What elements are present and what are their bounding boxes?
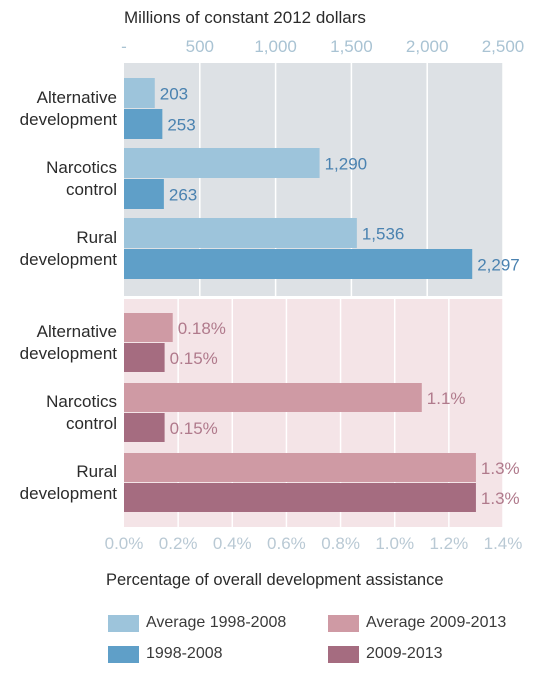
bar-bottom-average-2009-2013 bbox=[124, 313, 173, 342]
axis-title-top: Millions of constant 2012 dollars bbox=[124, 8, 366, 27]
bar-bottom-2009-2013 bbox=[124, 483, 476, 512]
legend-item-1998-2008: 1998-2008 bbox=[108, 645, 223, 663]
bar-top-1998-2008 bbox=[124, 179, 164, 209]
category-label-bottom: Alternative bbox=[37, 322, 117, 341]
data-label-top: 203 bbox=[160, 85, 188, 104]
tick-label-top: 1,000 bbox=[254, 37, 297, 56]
tick-label-bottom: 0.0% bbox=[105, 534, 144, 553]
legend-label-average-1998-2008: Average 1998-2008 bbox=[146, 614, 287, 631]
category-label-top: Alternative bbox=[37, 88, 117, 107]
tick-label-top: 2,000 bbox=[406, 37, 449, 56]
tick-label-bottom: 0.4% bbox=[213, 534, 252, 553]
data-label-top: 1,536 bbox=[362, 225, 405, 244]
bar-top-average-1998-2008 bbox=[124, 78, 155, 108]
data-label-bottom: 0.15% bbox=[170, 419, 218, 438]
category-label-bottom: control bbox=[66, 414, 117, 433]
tick-label-bottom: 1.0% bbox=[375, 534, 414, 553]
bar-bottom-2009-2013 bbox=[124, 413, 165, 442]
tick-label-bottom: 1.2% bbox=[429, 534, 468, 553]
legend-label-2009-2013: 2009-2013 bbox=[366, 645, 443, 662]
category-label-bottom: development bbox=[20, 484, 118, 503]
bar-bottom-average-2009-2013 bbox=[124, 453, 476, 482]
tick-label-bottom: 1.4% bbox=[484, 534, 523, 553]
legend-label-average-2009-2013: Average 2009-2013 bbox=[366, 614, 507, 631]
bar-top-1998-2008 bbox=[124, 109, 163, 139]
legend-swatch-average-1998-2008 bbox=[108, 614, 139, 632]
tick-label-top: 2,500 bbox=[482, 37, 525, 56]
data-label-top: 253 bbox=[167, 116, 195, 135]
category-label-top: Rural bbox=[76, 228, 117, 247]
data-label-bottom: 1.3% bbox=[481, 489, 520, 508]
tick-label-bottom: 0.6% bbox=[267, 534, 306, 553]
category-label-bottom: Rural bbox=[76, 462, 117, 481]
bar-bottom-average-2009-2013 bbox=[124, 383, 422, 412]
tick-label-top: 1,500 bbox=[330, 37, 373, 56]
category-label-bottom: development bbox=[20, 344, 118, 363]
data-label-top: 1,290 bbox=[325, 155, 368, 174]
bar-top-average-1998-2008 bbox=[124, 148, 320, 178]
legend-item-2009-2013: 2009-2013 bbox=[328, 645, 443, 663]
data-label-bottom: 1.1% bbox=[427, 389, 466, 408]
axis-title-bottom: Percentage of overall development assist… bbox=[106, 571, 444, 589]
legend-item-average-1998-2008: Average 1998-2008 bbox=[108, 614, 286, 632]
category-label-top: development bbox=[20, 250, 118, 269]
category-label-top: Narcotics bbox=[46, 158, 117, 177]
tick-label-top: - bbox=[121, 37, 127, 56]
category-label-top: control bbox=[66, 180, 117, 199]
legend-swatch-average-2009-2013 bbox=[328, 614, 359, 632]
legend-item-average-2009-2013: Average 2009-2013 bbox=[328, 614, 506, 632]
legend-swatch-1998-2008 bbox=[108, 645, 139, 663]
category-label-bottom: Narcotics bbox=[46, 392, 117, 411]
data-label-bottom: 0.18% bbox=[178, 319, 226, 338]
legend-label-1998-2008: 1998-2008 bbox=[146, 645, 223, 662]
data-label-top: 263 bbox=[169, 186, 197, 205]
bar-bottom-2009-2013 bbox=[124, 343, 165, 372]
legend-swatch-2009-2013 bbox=[328, 645, 359, 663]
category-label-top: development bbox=[20, 110, 118, 129]
bar-top-average-1998-2008 bbox=[124, 218, 357, 248]
tick-label-bottom: 0.2% bbox=[159, 534, 198, 553]
tick-label-bottom: 0.8% bbox=[321, 534, 360, 553]
data-label-bottom: 1.3% bbox=[481, 459, 520, 478]
data-label-top: 2,297 bbox=[477, 256, 520, 275]
data-label-bottom: 0.15% bbox=[170, 349, 218, 368]
tick-label-top: 500 bbox=[186, 37, 214, 56]
bar-top-1998-2008 bbox=[124, 249, 473, 279]
